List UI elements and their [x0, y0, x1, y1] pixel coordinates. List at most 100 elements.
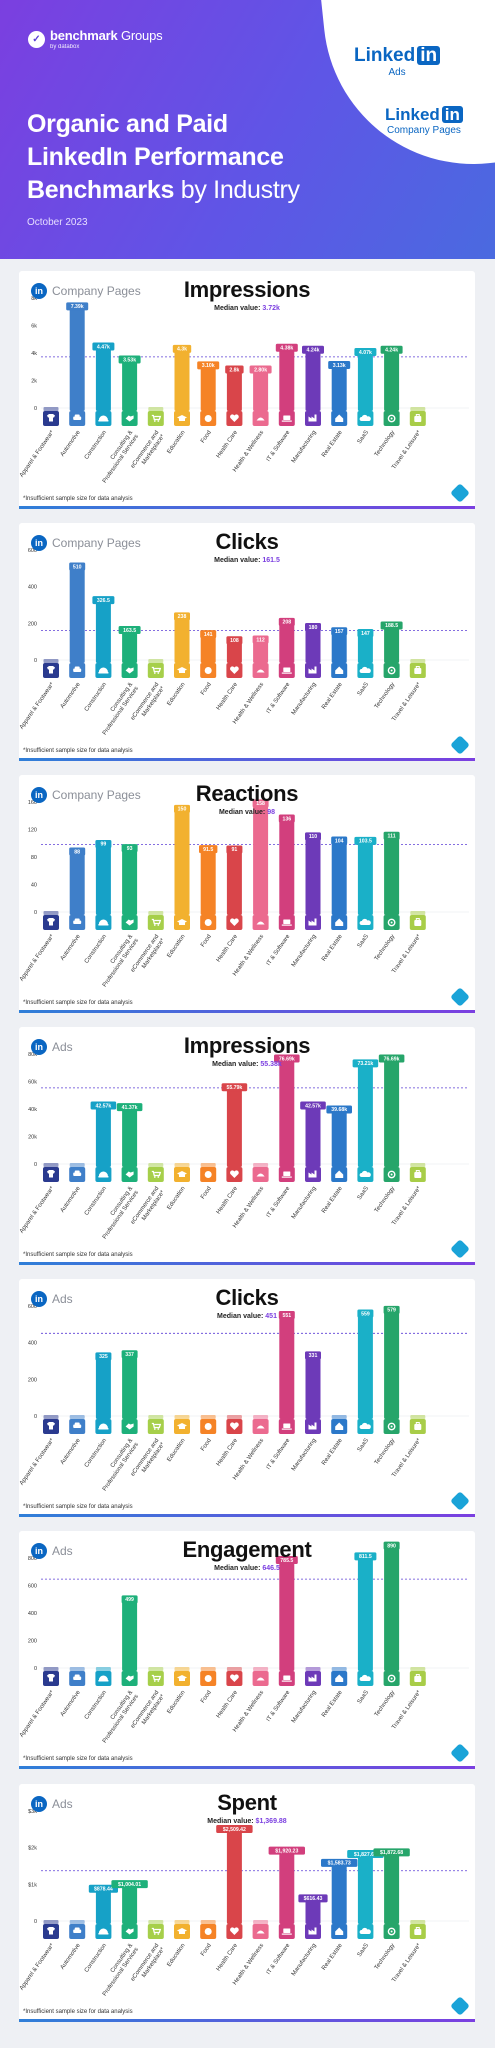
data-label: 42.57k — [95, 1103, 111, 1109]
empty-bar-5 — [174, 1415, 190, 1419]
car-icon — [69, 915, 86, 930]
bar-11 — [331, 1109, 347, 1167]
empty-bar-1 — [69, 1415, 85, 1419]
bar-7 — [226, 1087, 242, 1167]
cloud-icon — [357, 1924, 374, 1939]
data-label: 331 — [309, 1353, 318, 1359]
x-tick-label: Health Care — [216, 1689, 240, 1719]
empty-bar-0 — [43, 659, 59, 663]
house-icon — [331, 1419, 348, 1434]
bar-3 — [122, 1599, 138, 1671]
data-label: $1,583.73 — [328, 1861, 351, 1867]
x-tick-label: Education — [166, 934, 186, 959]
y-tick-label: 0 — [34, 1666, 37, 1672]
luggage-icon — [409, 1167, 426, 1182]
benchmark-logo[interactable]: ✓ benchmark Groups by databox — [28, 28, 163, 50]
x-tick-label: Automotive — [60, 681, 83, 710]
panel-accent-bar — [19, 1010, 475, 1013]
chart-panel-3: 0 20k 40k 60k 80k Apparel & Footwear* Automoti… — [19, 1027, 475, 1265]
panel-accent-bar — [19, 1766, 475, 1769]
empty-bar-0 — [43, 1920, 59, 1924]
bar-12 — [357, 1063, 373, 1167]
x-tick-label: SaaS — [357, 682, 370, 697]
empty-bar-4 — [148, 1163, 164, 1167]
source-label: Ads — [52, 1797, 73, 1811]
food-icon — [200, 915, 217, 930]
wellness-icon — [252, 915, 269, 930]
data-label: $878.44 — [94, 1887, 113, 1893]
bar-13 — [384, 625, 400, 663]
source-label: Company Pages — [52, 284, 141, 298]
y-tick-label: $2k — [28, 1846, 37, 1852]
source-badge: in Company Pages — [31, 283, 141, 299]
data-label-bg — [90, 1101, 117, 1110]
x-tick-label: Education — [166, 430, 186, 455]
cloud-icon — [357, 1419, 374, 1434]
house-icon — [331, 663, 348, 678]
x-tick-label: Travel & Leisure* — [391, 681, 423, 723]
panel-accent-bar — [19, 2019, 475, 2022]
y-tick-label: 0 — [34, 1919, 37, 1925]
source-label: Ads — [52, 1040, 73, 1054]
source-label: Company Pages — [52, 536, 141, 550]
graduation-cap-icon — [174, 1924, 190, 1939]
data-label-bg — [226, 636, 243, 645]
chart-title: Impressions — [183, 1033, 311, 1058]
data-label-bg — [380, 621, 403, 630]
shirt-icon — [43, 663, 59, 678]
shirt-icon — [43, 1167, 59, 1182]
bar-11 — [331, 631, 347, 663]
data-label-bg — [383, 1305, 400, 1314]
bar-chart: 0 2k 4k 6k 8k Apparel & Footwear* 7.39k Automot… — [19, 296, 469, 484]
data-label-bg — [274, 1054, 300, 1063]
hardhat-icon — [95, 915, 112, 930]
logo-brand: benchmark Groups — [50, 28, 163, 43]
handshake-icon — [121, 663, 138, 678]
x-tick-label: Construction — [84, 934, 108, 965]
x-tick-label: Health Care — [216, 681, 240, 711]
handshake-icon — [121, 1671, 138, 1686]
data-label-bg — [352, 1059, 379, 1068]
empty-bar-0 — [43, 407, 59, 411]
handshake-icon — [121, 1924, 138, 1939]
data-label: 2.8k — [229, 367, 239, 373]
y-tick-label: 0 — [34, 658, 37, 664]
y-tick-label: $1k — [28, 1882, 37, 1888]
data-label: 88 — [74, 849, 80, 855]
x-tick-label: Travel & Leisure* — [391, 1942, 423, 1984]
cloud-icon — [357, 1167, 374, 1182]
data-label: 3.53k — [123, 357, 136, 363]
x-tick-label: Apparel & Footwear* — [19, 681, 56, 730]
x-tick-label: Manufacturing — [291, 682, 318, 717]
empty-bar-7 — [226, 1667, 242, 1671]
data-label: 551 — [282, 1313, 291, 1319]
y-tick-label: 160 — [28, 800, 37, 806]
data-label: 3.13k — [333, 363, 346, 369]
bar-9 — [279, 1850, 295, 1924]
data-label: 3.10k — [202, 363, 215, 369]
data-label-bg — [172, 344, 192, 353]
y-tick-label: 80 — [31, 855, 37, 861]
y-tick-label: 120 — [28, 828, 37, 834]
data-label: 111 — [388, 833, 396, 839]
heart-pulse-icon — [226, 1671, 243, 1686]
empty-bar-14 — [410, 1920, 426, 1924]
x-tick-label: SaaS — [357, 934, 370, 949]
x-tick-label: Education — [166, 1438, 186, 1463]
data-label: $616.43 — [304, 1896, 323, 1902]
source-label: Ads — [52, 1544, 73, 1558]
bar-9 — [279, 1314, 295, 1419]
laptop-icon — [278, 411, 295, 426]
bar-13 — [384, 1309, 400, 1419]
data-label: 510 — [73, 564, 82, 570]
bar-6 — [200, 365, 216, 411]
bar-8 — [253, 803, 269, 915]
x-tick-label: Real Estate — [321, 1942, 344, 1971]
data-label: 4.47k — [97, 344, 110, 350]
empty-bar-14 — [410, 407, 426, 411]
handshake-icon — [121, 915, 138, 930]
x-tick-label: Health & Wellness — [232, 430, 265, 474]
data-label: 158 — [256, 801, 265, 807]
x-tick-label: IT & Software — [266, 1689, 292, 1723]
tech-icon — [383, 915, 400, 930]
